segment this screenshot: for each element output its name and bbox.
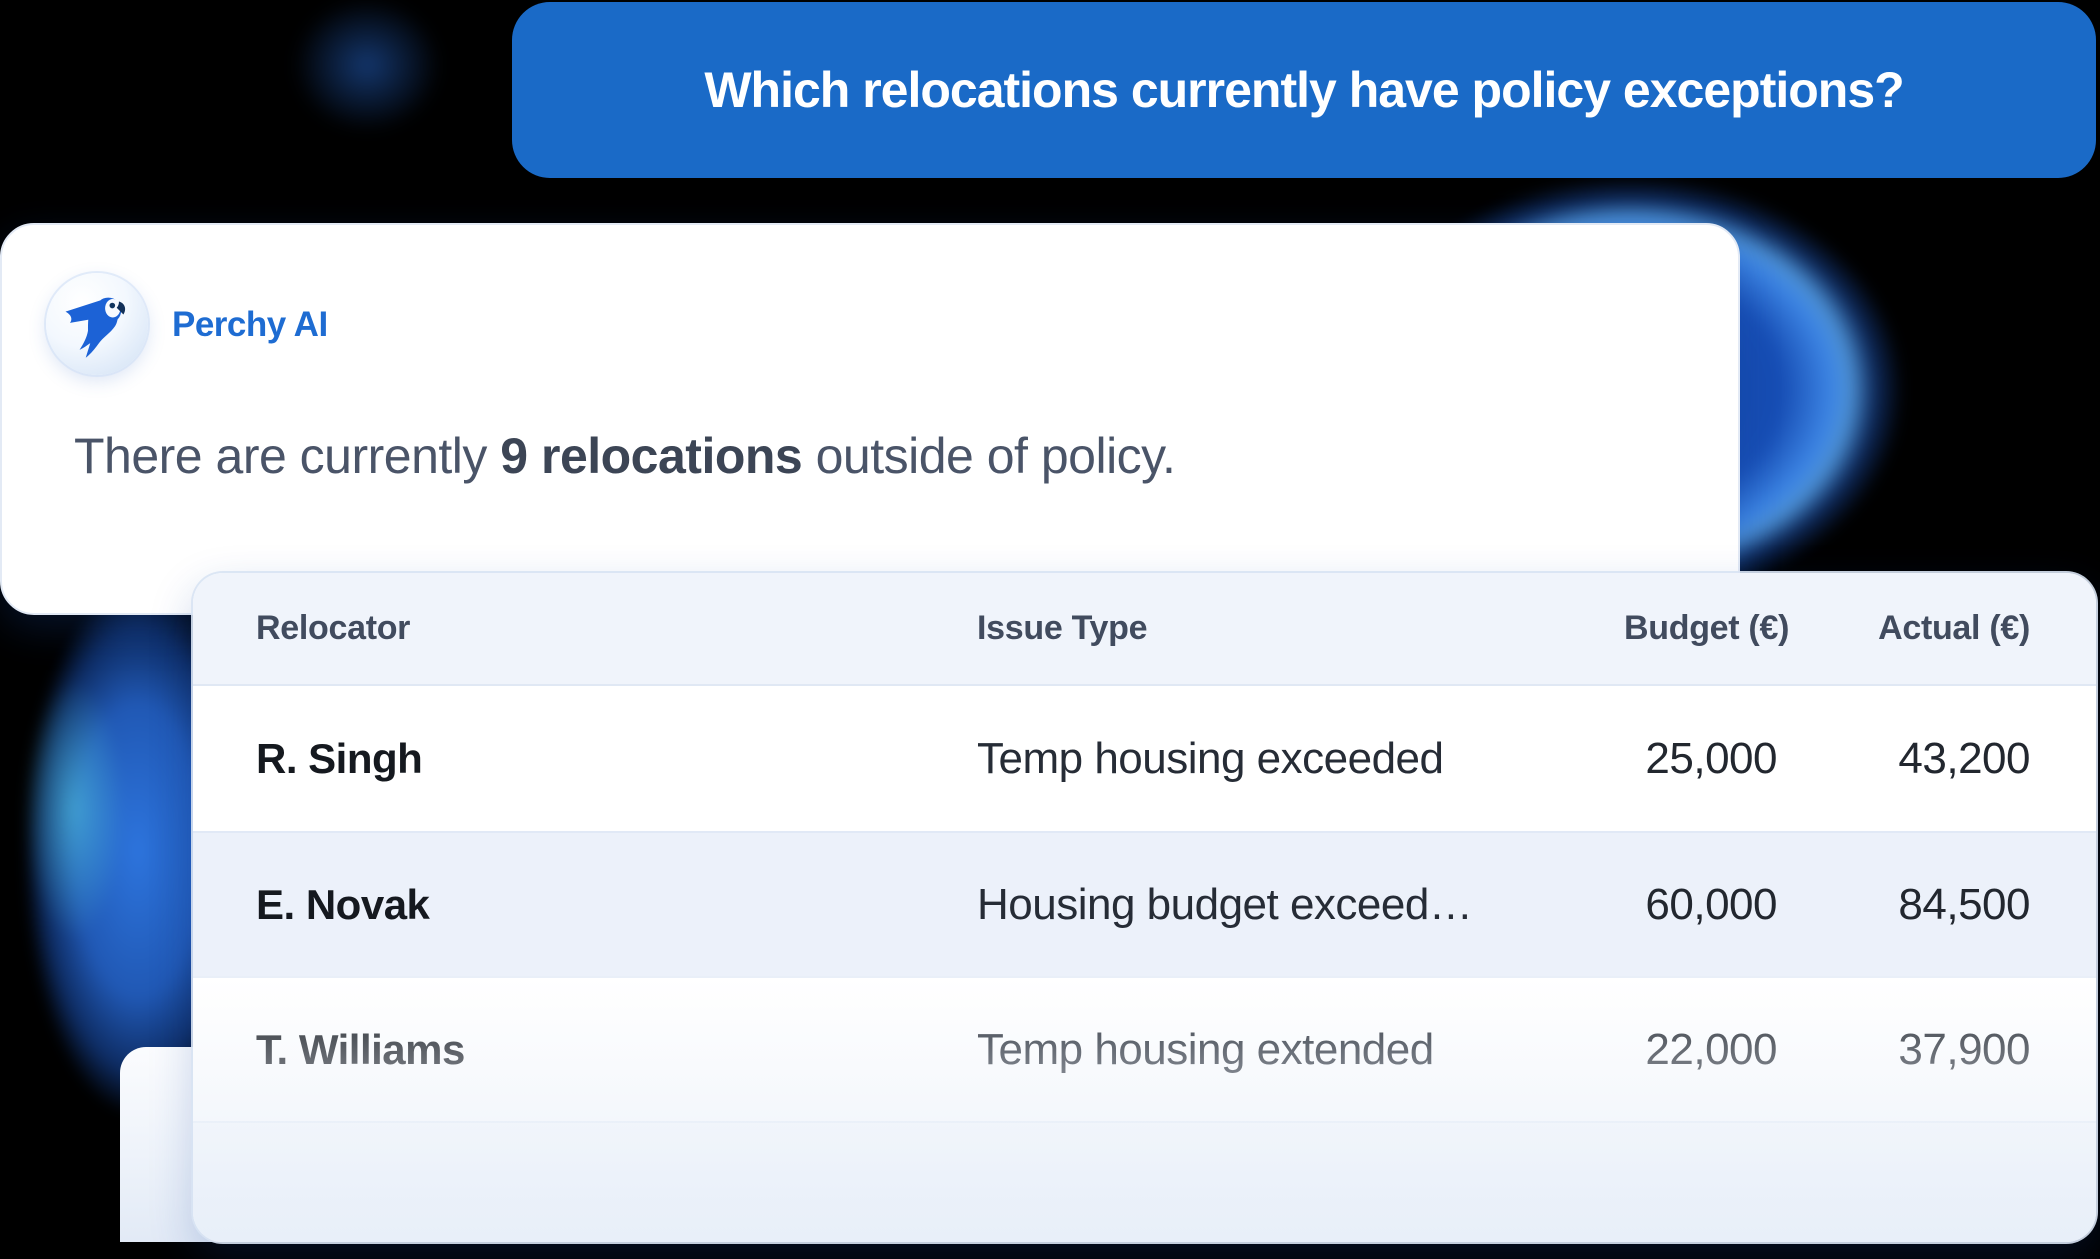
exceptions-table-card: Relocator Issue Type Budget (€) Actual (… — [193, 573, 2096, 1242]
column-header-issue-type: Issue Type — [977, 609, 1148, 647]
column-header-actual: Actual (€) — [1878, 609, 2030, 647]
user-message-text: Which relocations currently have policy … — [704, 62, 1904, 118]
glow-blob-top — [262, 0, 472, 160]
table-footer-spacer — [193, 1121, 2096, 1239]
cell-issue-type: Housing budget exceed… — [977, 879, 1473, 929]
summary-suffix: outside of policy. — [802, 428, 1176, 484]
cell-actual: 84,500 — [1898, 879, 2030, 929]
column-header-budget: Budget (€) — [1624, 609, 1790, 647]
assistant-card: Perchy AI There are currently 9 relocati… — [0, 223, 1740, 615]
cell-issue-type: Temp housing exceeded — [977, 733, 1444, 783]
cell-relocator: E. Novak — [256, 880, 430, 928]
table-row: T. Williams Temp housing extended 22,000… — [193, 976, 2096, 1121]
cell-budget: 25,000 — [1645, 733, 1777, 783]
cell-relocator: R. Singh — [256, 734, 423, 782]
brand-name: Perchy AI — [172, 305, 328, 344]
table-row: R. Singh Temp housing exceeded 25,000 43… — [193, 686, 2096, 831]
summary-prefix: There are currently — [74, 428, 501, 484]
cell-issue-type: Temp housing extended — [977, 1024, 1434, 1074]
cell-actual: 37,900 — [1898, 1024, 2030, 1074]
cell-actual: 43,200 — [1898, 733, 2030, 783]
cell-relocator: T. Williams — [256, 1025, 465, 1073]
parrot-icon — [65, 297, 126, 358]
summary-text: There are currently 9 relocations outsid… — [74, 425, 1176, 487]
user-message-bubble: Which relocations currently have policy … — [512, 2, 2096, 178]
column-header-relocator: Relocator — [256, 609, 411, 647]
cell-budget: 22,000 — [1645, 1024, 1777, 1074]
table-header-row: Relocator Issue Type Budget (€) Actual (… — [193, 573, 2096, 686]
cell-budget: 60,000 — [1645, 879, 1777, 929]
summary-highlight: 9 relocations — [500, 428, 803, 484]
avatar — [46, 273, 148, 375]
table-row: E. Novak Housing budget exceed… 60,000 8… — [193, 831, 2096, 976]
